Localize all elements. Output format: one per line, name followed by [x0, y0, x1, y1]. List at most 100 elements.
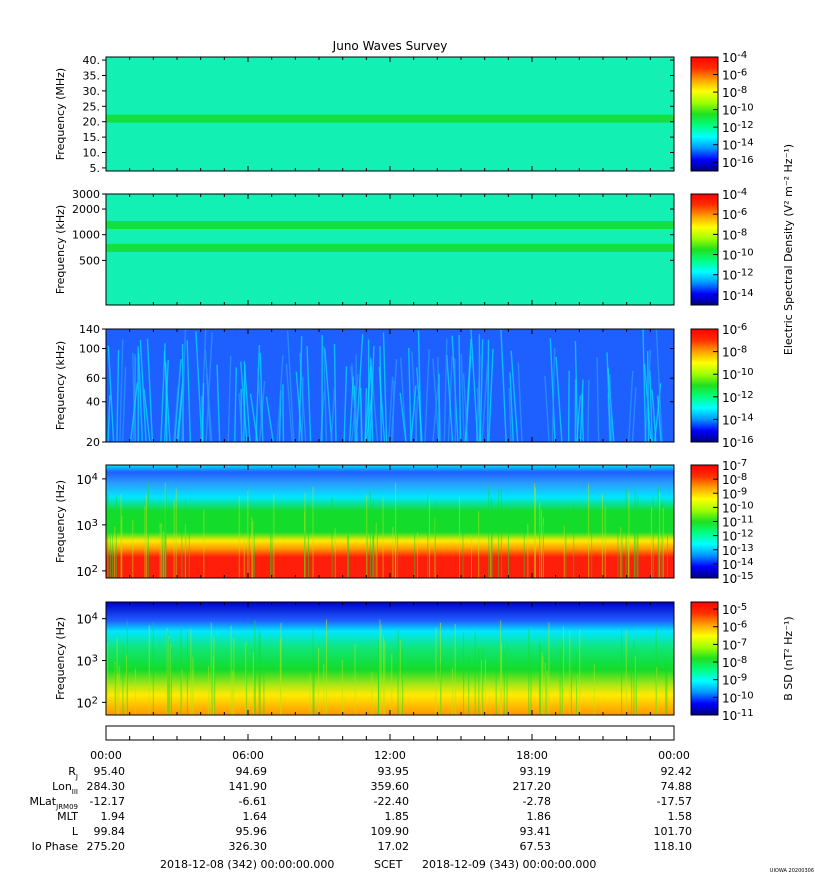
emission-streak [500, 329, 507, 442]
ephemeris-value: 95.96 [236, 825, 268, 838]
ephemeris-label: MLatJRM09 [29, 795, 78, 811]
spectrogram-image [106, 602, 674, 715]
spectrogram-panels: 5. 10. 15. 20. 25. 30. 35. 40. Frequency (MHz) 10… [54, 50, 795, 723]
colorbar-tick-label: 10-5 [722, 602, 747, 617]
y-tick-label: 140 [79, 323, 100, 336]
colorbar: 10-16 10-14 10-12 10-10 10-8 10-6 [690, 322, 754, 450]
ephemeris-label: MLT [57, 810, 78, 823]
emission-streak [579, 379, 584, 442]
y-axis-label: Frequency (Hz) [54, 617, 67, 700]
y-tick-label: 103 [76, 518, 98, 533]
emission-streak [129, 382, 139, 442]
emission-streak [348, 376, 354, 442]
emission-streak [139, 339, 147, 442]
emission-streak [370, 358, 374, 442]
colorbar-tick-label: 10-8 [722, 85, 747, 100]
ephemeris-value: 95.40 [94, 765, 126, 778]
colorbar-tick-label: 10-9 [722, 673, 747, 688]
emission-streak [285, 363, 293, 442]
emission-streak [408, 347, 412, 442]
colorbar-tick-label: 10-7 [722, 458, 747, 473]
emission-streak [143, 388, 151, 442]
colorbar-tick-label: 10-10 [722, 248, 754, 263]
y-tick-label: 15. [83, 131, 101, 144]
emission-streak [414, 396, 419, 442]
spectrogram-image [106, 465, 674, 578]
ephemeris-label: RJ [68, 765, 78, 781]
emission-streak [555, 356, 563, 442]
emission-streak [160, 343, 166, 442]
colorbar-tick-label: 10-8 [722, 655, 747, 670]
emission-streak [399, 392, 407, 442]
y-tick-label: 20 [86, 436, 100, 449]
emission-streak [510, 350, 519, 442]
colorbar-tick-label: 10-12 [722, 529, 754, 544]
emission-streak [549, 338, 556, 442]
emission-streak [481, 362, 489, 442]
emission-streak [574, 341, 579, 442]
ephemeris-value: 326.30 [229, 840, 268, 853]
ephemeris-value: 93.95 [378, 765, 410, 778]
emission-streak [379, 345, 383, 442]
panel-hfr-high: 5. 10. 15. 20. 25. 30. 35. 40. Frequency (MHz) 10… [54, 50, 754, 175]
emission-streak [544, 375, 550, 442]
emission-streak [360, 387, 363, 442]
colorbar-tick-label: 10-10 [722, 103, 754, 118]
emission-streak [364, 366, 372, 442]
emission-streak [206, 373, 212, 442]
emission-streak [606, 352, 612, 442]
colorbar-tick-label: 10-8 [722, 227, 747, 242]
colorbar-tick-label: 10-9 [722, 486, 747, 501]
emission-streak [324, 348, 333, 442]
colorbar: 10-14 10-12 10-10 10-8 10-6 10-4 Electric Spec… [690, 144, 795, 355]
footer-start-time: 2018-12-08 (342) 00:00:00.000 [160, 858, 334, 871]
ephemeris-value: 1.94 [101, 810, 126, 823]
emission-streak [446, 355, 454, 442]
emission-streak [399, 357, 407, 442]
y-tick-label: 35. [83, 69, 101, 82]
ephemeris-label: Io Phase [32, 840, 79, 853]
emission-streak [410, 385, 417, 442]
emission-streak [576, 395, 582, 442]
emission-streak [195, 331, 203, 442]
emission-streak [432, 358, 440, 442]
spectrogram-image [106, 329, 674, 442]
x-tick-label: 00:00 [90, 749, 122, 762]
y-axis-label: Frequency (kHz) [54, 341, 67, 430]
ephemeris-value: -2.78 [523, 795, 551, 808]
emission-streak [581, 393, 584, 442]
colorbar-tick-label: 10-14 [722, 138, 754, 153]
spectrogram-image [106, 194, 674, 305]
ephemeris-value: -6.61 [239, 795, 267, 808]
ephemeris-value: -22.40 [374, 795, 409, 808]
emission-streak [276, 355, 284, 442]
colorbar-tick-label: 10-6 [722, 207, 747, 222]
emission-band [106, 243, 674, 252]
emission-streak [462, 373, 469, 442]
colorbar-tick-label: 10-11 [722, 515, 754, 530]
emission-streak [642, 329, 647, 442]
ephemeris-value: 99.84 [94, 825, 126, 838]
ephemeris-value: 93.41 [520, 825, 552, 838]
emission-streak [306, 345, 312, 442]
ephemeris-value: 74.88 [661, 780, 693, 793]
emission-streak [201, 382, 205, 442]
x-tick-label: 18:00 [516, 749, 548, 762]
emission-streak [132, 352, 136, 442]
y-tick-label: 25. [83, 100, 101, 113]
emission-streak [488, 349, 494, 442]
colorbar-tick-label: 10-6 [722, 322, 747, 337]
ephemeris-value: 109.90 [371, 825, 410, 838]
emission-streak [460, 354, 465, 442]
colorbar-tick-label: 10-16 [722, 435, 754, 450]
colorbar-tick-label: 10-12 [722, 120, 754, 135]
colorbar-label: Electric Spectral Density (V² m⁻² Hz⁻¹) [782, 144, 795, 355]
emission-streak [119, 339, 124, 442]
emission-streak [355, 334, 364, 442]
emission-streak [486, 339, 490, 442]
colorbar-tick-label: 10-10 [722, 367, 754, 382]
colorbar-tick-label: 10-8 [722, 472, 747, 487]
emission-streak [216, 364, 221, 442]
colorbar-tick-label: 10-16 [722, 155, 754, 170]
